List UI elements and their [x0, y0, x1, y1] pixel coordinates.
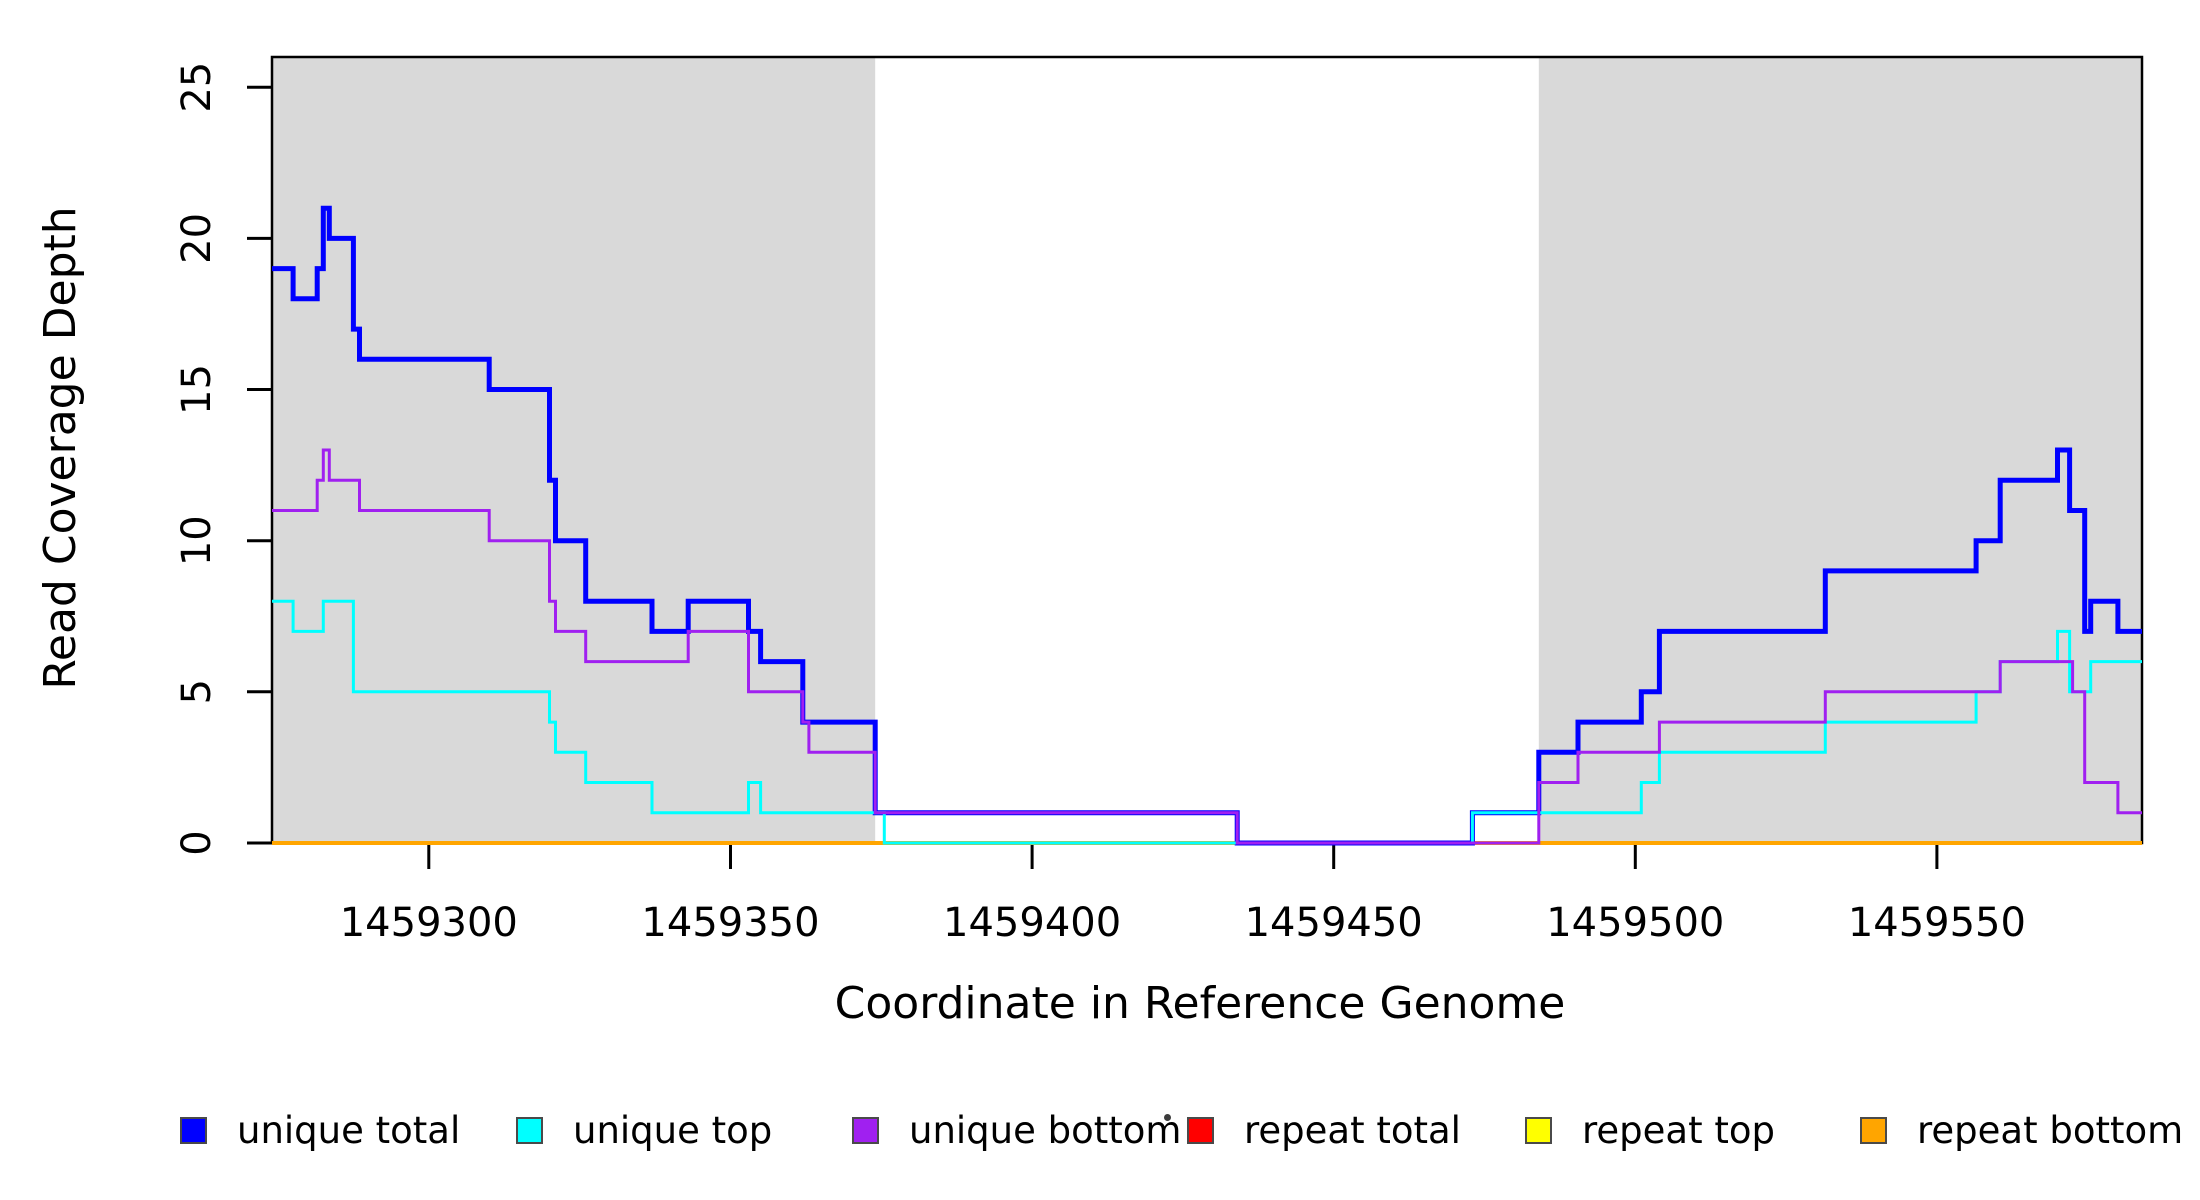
x-tick-label: 1459400: [943, 900, 1121, 946]
shaded-region: [272, 57, 876, 843]
series-unique-total: [272, 205, 2142, 846]
y-axis-title: Read Coverage Depth: [35, 206, 86, 689]
legend-item-unique-total: unique total: [180, 1108, 460, 1152]
legend-swatch-repeat-top: [1525, 1116, 1552, 1144]
x-axis-title: Coordinate in Reference Genome: [835, 978, 1566, 1029]
legend-item-repeat-top: repeat top: [1525, 1108, 1775, 1152]
legend-label-repeat-top: repeat top: [1582, 1108, 1775, 1152]
series-unique-bottom: [272, 448, 2142, 845]
legend-label-repeat-total: repeat total: [1244, 1108, 1461, 1152]
y-tick-label: 25: [174, 62, 220, 113]
shaded-region: [1538, 57, 2142, 843]
x-tick-label: 1459450: [1245, 900, 1423, 946]
legend-label-unique-bottom: unique bottom: [909, 1108, 1182, 1152]
legend-label-unique-total: unique total: [237, 1108, 461, 1152]
legend-swatch-repeat-total: [1187, 1116, 1214, 1144]
plot-area: 0 5 10 15 20 25 1459300 1459350 1459400 1459450 14…: [174, 55, 2144, 946]
y-tick-label: 0: [174, 830, 220, 855]
y-tick-label: 15: [174, 364, 220, 415]
x-tick-label: 1459500: [1546, 900, 1724, 946]
legend-swatch-unique-top: [516, 1116, 543, 1144]
legend-item-repeat-total: repeat total: [1187, 1108, 1461, 1152]
legend-label-unique-top: unique top: [573, 1108, 773, 1152]
legend-swatch-unique-total: [180, 1116, 207, 1144]
legend-artifact-dot: [1164, 1114, 1171, 1121]
legend-item-unique-bottom: unique bottom: [852, 1108, 1181, 1152]
x-tick-label: 1459350: [641, 900, 819, 946]
legend-swatch-unique-bottom: [852, 1116, 879, 1144]
legend-label-repeat-bottom: repeat bottom: [1917, 1108, 2184, 1152]
y-tick-label: 10: [174, 515, 220, 566]
y-tick-label: 5: [174, 679, 220, 704]
x-tick-label: 1459300: [340, 900, 518, 946]
legend-swatch-repeat-bottom: [1860, 1116, 1887, 1144]
y-tick-label: 20: [174, 213, 220, 264]
x-tick-label: 1459550: [1848, 900, 2026, 946]
legend: unique total unique top unique bottom re…: [0, 1108, 2200, 1160]
legend-item-repeat-bottom: repeat bottom: [1860, 1108, 2183, 1152]
legend-item-unique-top: unique top: [516, 1108, 772, 1152]
